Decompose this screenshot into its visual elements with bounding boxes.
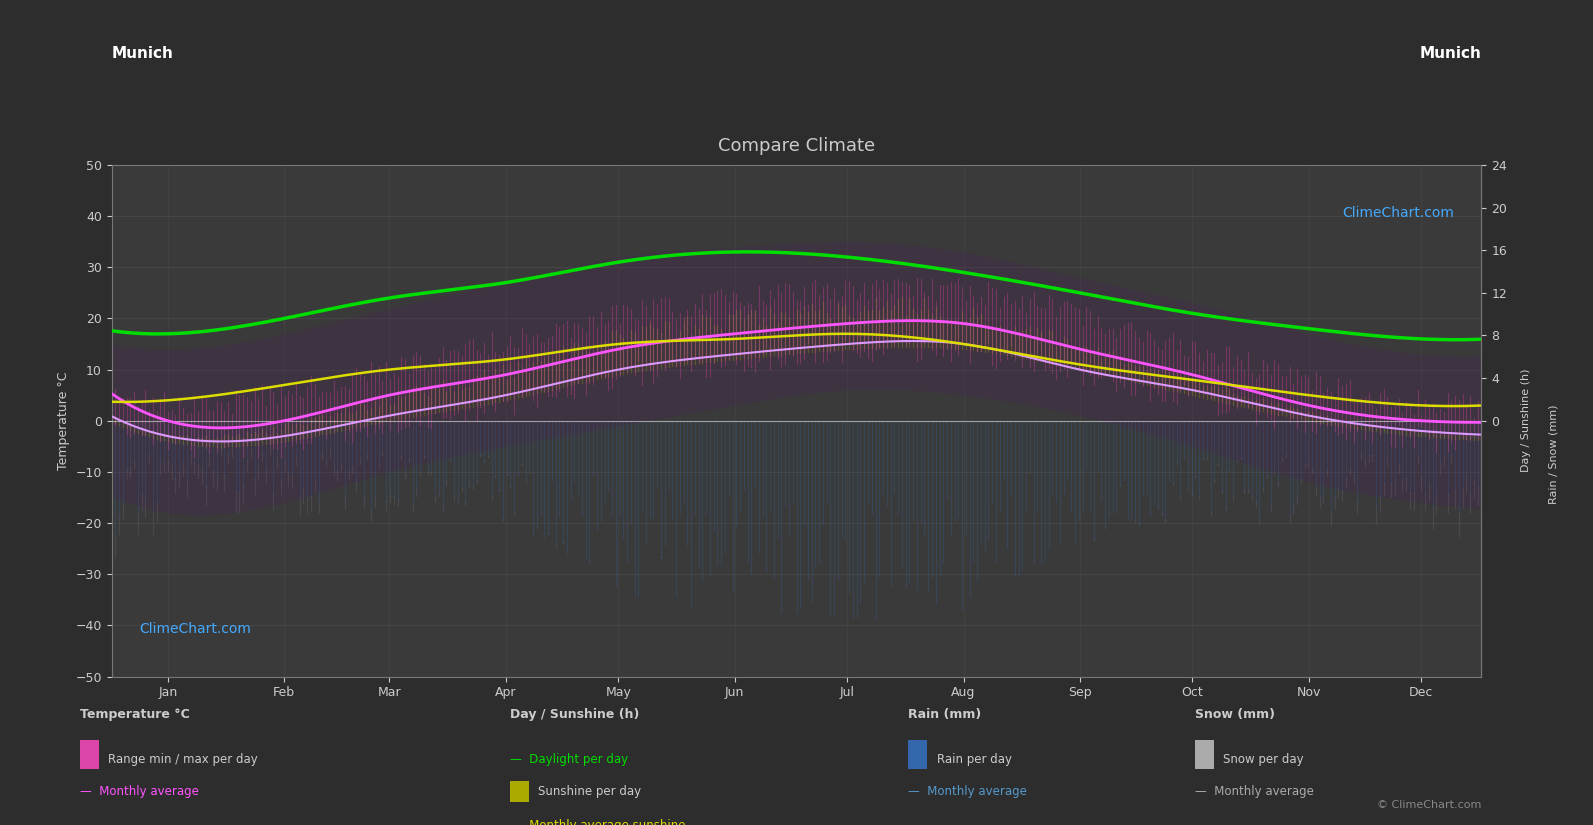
Text: ClimeChart.com: ClimeChart.com [139,621,250,635]
Text: Rain / Snow (mm): Rain / Snow (mm) [1548,404,1558,503]
Text: —  Monthly average: — Monthly average [80,785,199,799]
Y-axis label: Day / Sunshine (h): Day / Sunshine (h) [1521,369,1531,473]
Title: Compare Climate: Compare Climate [718,137,875,155]
Text: Snow per day: Snow per day [1223,752,1305,766]
Text: Range min / max per day: Range min / max per day [108,752,258,766]
Text: Munich: Munich [1419,45,1481,61]
Text: Rain (mm): Rain (mm) [908,708,981,721]
Text: Snow (mm): Snow (mm) [1195,708,1274,721]
Text: Day / Sunshine (h): Day / Sunshine (h) [510,708,639,721]
Text: Sunshine per day: Sunshine per day [538,785,642,799]
Text: Munich: Munich [112,45,174,61]
Text: —  Monthly average: — Monthly average [908,785,1027,799]
Text: —  Monthly average sunshine: — Monthly average sunshine [510,818,685,825]
Text: Temperature °C: Temperature °C [80,708,190,721]
Text: Rain per day: Rain per day [937,752,1012,766]
Text: —  Daylight per day: — Daylight per day [510,752,628,766]
Y-axis label: Temperature °C: Temperature °C [57,371,70,470]
Text: —  Monthly average: — Monthly average [1195,785,1314,799]
Text: © ClimeChart.com: © ClimeChart.com [1376,800,1481,810]
Text: ClimeChart.com: ClimeChart.com [1343,206,1454,220]
